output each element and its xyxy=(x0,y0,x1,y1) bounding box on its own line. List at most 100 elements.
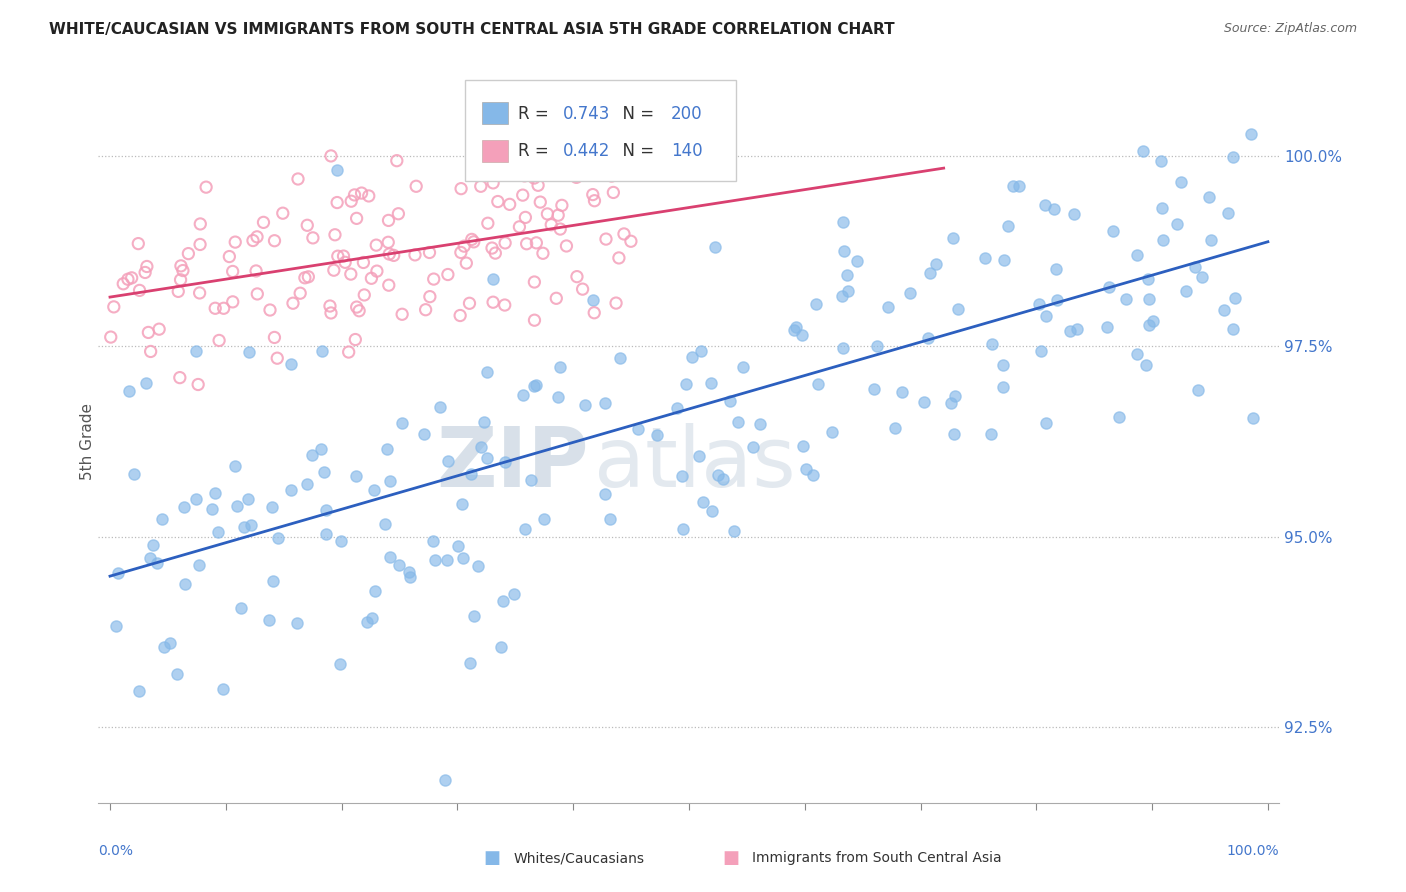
Point xyxy=(1066,321,1088,335)
Point xyxy=(135,260,157,274)
Point xyxy=(912,395,935,409)
Point xyxy=(382,248,405,262)
Point xyxy=(259,303,281,318)
Point xyxy=(208,334,231,348)
Point xyxy=(422,272,444,286)
Point xyxy=(1098,280,1121,294)
Point xyxy=(512,188,534,202)
Point xyxy=(398,570,420,584)
Point xyxy=(671,469,693,483)
Point xyxy=(794,461,817,475)
Point xyxy=(1222,150,1244,164)
Point xyxy=(527,178,550,193)
Point xyxy=(105,619,128,633)
Point xyxy=(821,425,844,439)
Point xyxy=(1199,233,1222,247)
Point xyxy=(364,584,387,599)
Point xyxy=(332,249,354,263)
Point xyxy=(280,483,302,497)
Point xyxy=(531,246,554,260)
Point xyxy=(832,342,855,356)
Point xyxy=(212,301,235,316)
Point xyxy=(346,300,368,314)
Point xyxy=(741,440,763,454)
Point xyxy=(398,566,420,580)
Point xyxy=(437,268,460,282)
Point xyxy=(436,553,458,567)
Point xyxy=(599,166,621,180)
Point xyxy=(1028,297,1050,311)
Point xyxy=(458,656,481,670)
Point xyxy=(602,186,624,200)
Point xyxy=(118,384,141,398)
Point xyxy=(467,558,489,573)
Point xyxy=(523,313,546,327)
Point xyxy=(706,467,728,482)
Point xyxy=(583,306,606,320)
Text: R =: R = xyxy=(517,142,554,160)
Point xyxy=(582,293,605,307)
Point xyxy=(695,157,717,171)
Point xyxy=(723,524,745,539)
Point xyxy=(344,468,367,483)
Point xyxy=(748,417,770,432)
Point xyxy=(523,171,546,186)
Text: atlas: atlas xyxy=(595,423,796,504)
Point xyxy=(1191,270,1213,285)
Point xyxy=(415,302,437,317)
Point xyxy=(613,227,636,241)
Point xyxy=(378,247,401,261)
Point xyxy=(925,257,948,271)
Point xyxy=(461,232,484,246)
Point xyxy=(583,144,606,158)
Point xyxy=(600,169,623,183)
Point xyxy=(1043,202,1066,216)
Point xyxy=(450,245,472,260)
Point xyxy=(547,390,569,404)
Point xyxy=(1135,358,1157,372)
Point xyxy=(523,275,546,289)
Point xyxy=(688,449,710,463)
Point xyxy=(599,511,621,525)
Point xyxy=(458,296,481,310)
Point xyxy=(991,380,1014,394)
Point xyxy=(1222,322,1244,336)
Point xyxy=(447,539,470,553)
Point xyxy=(150,511,173,525)
Point xyxy=(128,284,150,298)
Point xyxy=(387,207,409,221)
Point xyxy=(413,427,436,442)
Point xyxy=(221,264,243,278)
Point xyxy=(482,295,505,310)
Point xyxy=(301,448,323,462)
Point xyxy=(112,277,135,291)
Point xyxy=(942,230,965,244)
Point xyxy=(139,344,162,359)
Point xyxy=(1126,347,1149,361)
Point xyxy=(515,211,537,225)
Point xyxy=(340,267,363,281)
Point xyxy=(263,330,285,344)
Point xyxy=(593,487,616,501)
Point xyxy=(1216,206,1239,220)
Point xyxy=(297,476,319,491)
Point xyxy=(1102,223,1125,237)
Point xyxy=(1142,314,1164,328)
Point xyxy=(302,231,325,245)
Point xyxy=(380,549,402,564)
Point xyxy=(551,198,574,212)
Point xyxy=(363,483,385,497)
Point xyxy=(523,378,546,392)
Point xyxy=(184,491,207,506)
Point xyxy=(294,270,316,285)
Point xyxy=(547,208,569,222)
Point xyxy=(1241,410,1264,425)
Point xyxy=(991,359,1014,373)
Point xyxy=(943,389,966,403)
Point xyxy=(405,179,427,194)
Point xyxy=(460,467,482,481)
Point xyxy=(571,282,593,296)
Point xyxy=(463,608,485,623)
Y-axis label: 5th Grade: 5th Grade xyxy=(80,403,94,480)
Point xyxy=(257,613,280,627)
